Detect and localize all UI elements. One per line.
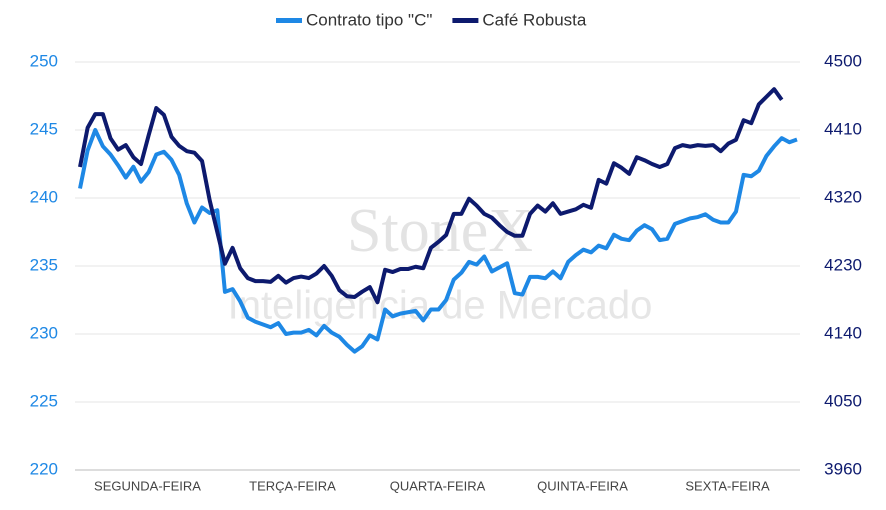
y-tick-label: 250 [30, 51, 58, 70]
legend-swatch [276, 18, 302, 23]
legend-swatch [452, 18, 479, 23]
y-tick-label: 245 [30, 119, 58, 138]
legend-label: Café Robusta [482, 10, 586, 29]
y-tick-label: 230 [30, 323, 58, 342]
series-line [78, 128, 798, 354]
y2-tick-label: 4230 [824, 255, 862, 274]
y-tick-label: 225 [30, 391, 58, 410]
x-tick-label: SEXTA-FEIRA [685, 478, 770, 493]
x-tick-label: QUINTA-FEIRA [537, 478, 628, 493]
y2-tick-label: 4140 [824, 323, 862, 342]
y2-tick-label: 4320 [824, 187, 862, 206]
y-tick-label: 235 [30, 255, 58, 274]
legend-label: Contrato tipo "C" [306, 10, 432, 29]
y2-tick-label: 4050 [824, 391, 862, 410]
y-tick-label: 240 [30, 187, 58, 206]
x-tick-label: SEGUNDA-FEIRA [94, 478, 201, 493]
y2-tick-label: 3960 [824, 459, 862, 478]
x-tick-label: TERÇA-FEIRA [249, 478, 336, 493]
y2-tick-label: 4500 [824, 51, 862, 70]
x-tick-label: QUARTA-FEIRA [390, 478, 486, 493]
y-tick-label: 220 [30, 459, 58, 478]
y2-tick-label: 4410 [824, 119, 862, 138]
watermark: StoneX [347, 197, 533, 265]
series-line [78, 87, 784, 305]
